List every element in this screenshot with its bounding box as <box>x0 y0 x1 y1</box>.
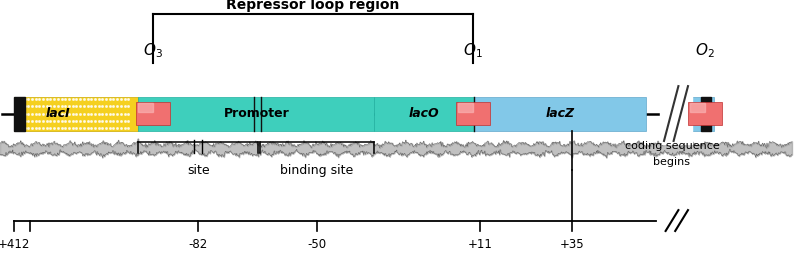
Text: +11: +11 <box>467 238 493 251</box>
Text: $\mathit{O}_{2}$: $\mathit{O}_{2}$ <box>695 41 714 60</box>
Bar <box>138 97 374 130</box>
Text: $\mathit{O}_{1}$: $\mathit{O}_{1}$ <box>463 41 482 60</box>
Text: begins: begins <box>654 157 690 167</box>
Bar <box>456 102 490 125</box>
Text: Repressor loop region: Repressor loop region <box>226 0 399 12</box>
Bar <box>374 97 474 130</box>
Bar <box>136 102 170 125</box>
Bar <box>688 102 722 125</box>
Text: lacI: lacI <box>46 107 70 120</box>
Bar <box>14 97 25 130</box>
Bar <box>458 103 473 112</box>
Text: lacZ: lacZ <box>546 107 575 120</box>
Bar <box>474 97 646 130</box>
Text: lacO: lacO <box>409 107 440 120</box>
Text: $\mathit{O}_{3}$: $\mathit{O}_{3}$ <box>143 41 162 60</box>
Bar <box>14 97 138 130</box>
Bar <box>660 84 692 144</box>
Bar <box>138 103 153 112</box>
Bar <box>690 103 705 112</box>
Text: Promoter: Promoter <box>223 107 290 120</box>
Text: site: site <box>187 164 210 177</box>
Text: -82: -82 <box>189 238 208 251</box>
Text: +35: +35 <box>560 238 584 251</box>
Text: binding site: binding site <box>280 164 354 177</box>
Text: coding sequence: coding sequence <box>625 141 719 151</box>
Text: +412: +412 <box>0 238 30 251</box>
Text: -50: -50 <box>307 238 326 251</box>
Bar <box>701 97 711 130</box>
Bar <box>684 97 714 130</box>
